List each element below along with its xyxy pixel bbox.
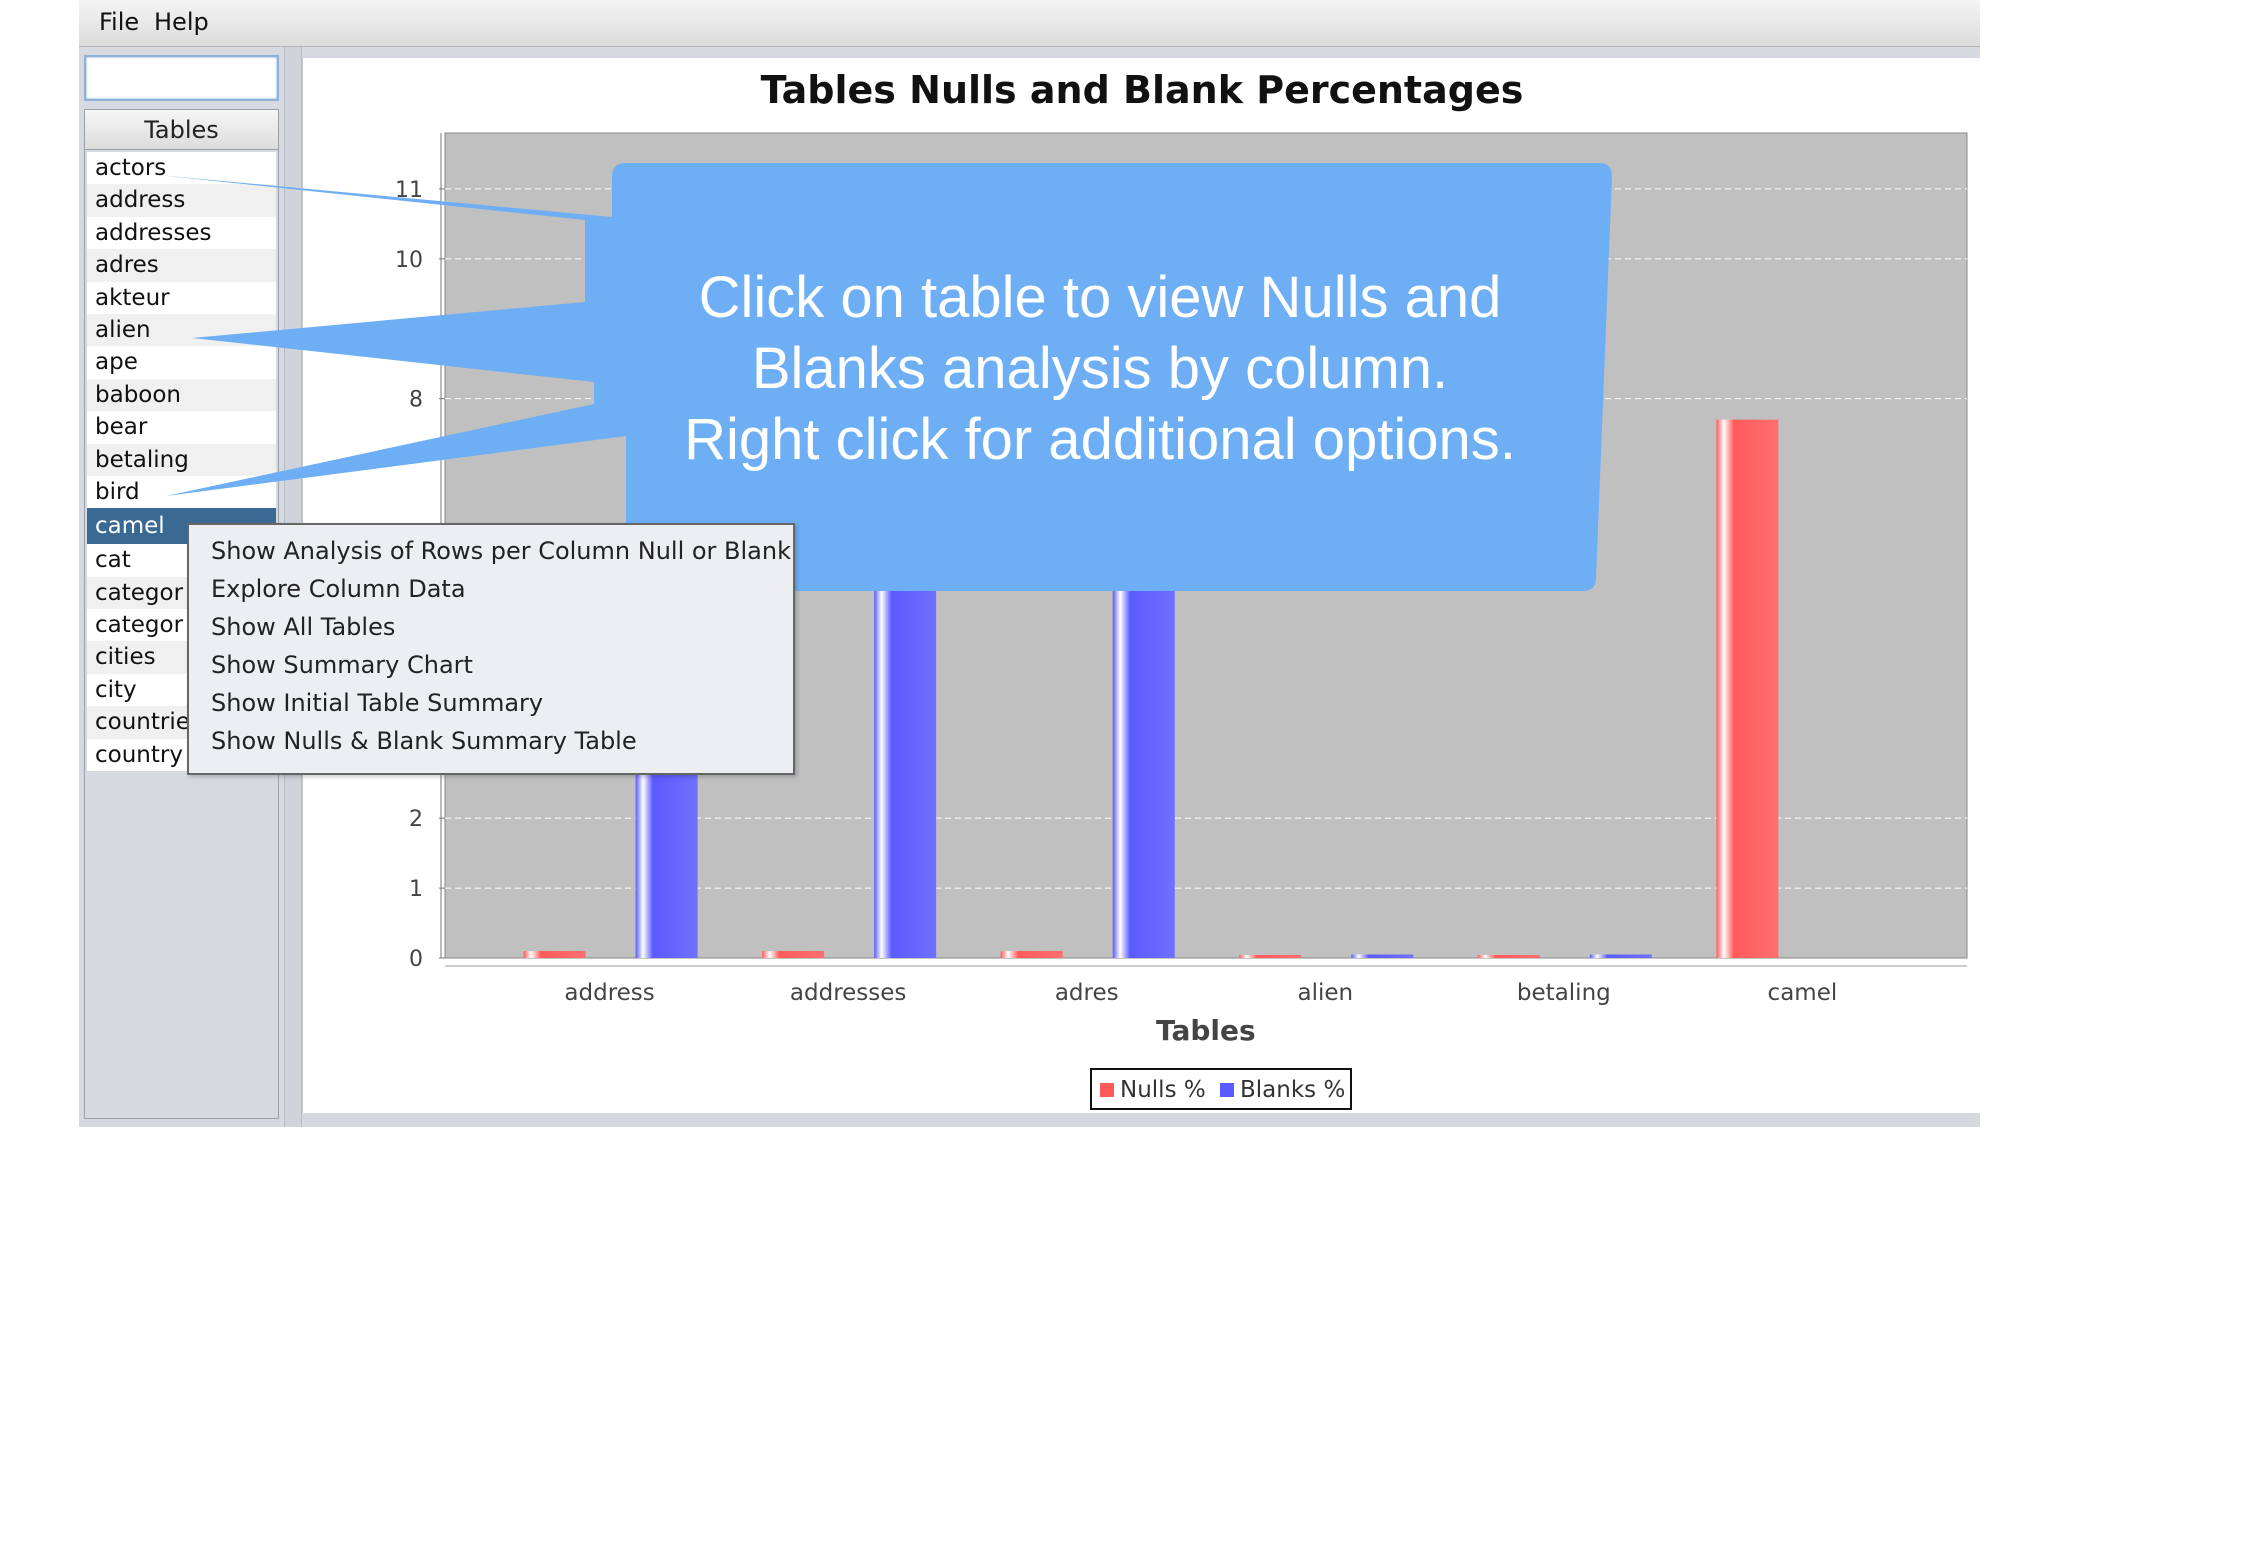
menu-file[interactable]: File xyxy=(99,8,140,36)
chart-legend: Nulls % Blanks % xyxy=(1090,1068,1352,1110)
y-tick-label: 8 xyxy=(409,388,423,413)
context-menu-item[interactable]: Show Initial Table Summary xyxy=(211,689,544,717)
table-list-item[interactable]: actors xyxy=(87,152,276,185)
y-tick-label: 2 xyxy=(409,807,423,832)
table-list-item[interactable]: ape xyxy=(87,346,276,379)
bar-nulls xyxy=(1477,955,1540,958)
callout-text: Click on table to view Nulls and Blanks … xyxy=(620,262,1580,475)
x-axis-label: Tables xyxy=(1156,1014,1256,1047)
bar-nulls xyxy=(1000,951,1063,958)
y-tick-label: 11 xyxy=(395,178,423,203)
context-menu-item[interactable]: Explore Column Data xyxy=(211,575,466,603)
callout-line-1: Click on table to view Nulls and xyxy=(698,265,1502,330)
table-list-item[interactable]: bear xyxy=(87,411,276,444)
bar-blanks xyxy=(1351,954,1414,958)
legend-swatch-blanks xyxy=(1220,1083,1234,1097)
x-tick-label: addresses xyxy=(790,980,907,1006)
table-list-item[interactable]: betaling xyxy=(87,443,276,476)
context-menu: Show Analysis of Rows per Column Null or… xyxy=(187,523,795,775)
table-list-item[interactable]: address xyxy=(87,184,276,217)
table-list-item[interactable]: bird xyxy=(87,475,276,509)
search-input[interactable] xyxy=(84,55,279,101)
callout-line-2: Blanks analysis by column. xyxy=(751,336,1449,401)
context-menu-item[interactable]: Show Analysis of Rows per Column Null or… xyxy=(211,537,791,565)
y-tick-label: 1 xyxy=(409,877,423,902)
bar-nulls xyxy=(523,951,586,958)
chart-title: Tables Nulls and Blank Percentages xyxy=(760,68,1524,112)
context-menu-item[interactable]: Show Nulls & Blank Summary Table xyxy=(211,727,637,755)
table-list-item[interactable]: addresses xyxy=(87,216,276,250)
legend-swatch-nulls xyxy=(1100,1083,1114,1097)
tables-header[interactable]: Tables xyxy=(85,110,278,150)
table-list-item[interactable]: baboon xyxy=(87,378,276,412)
legend-label-blanks: Blanks % xyxy=(1240,1077,1346,1103)
x-tick-label: adres xyxy=(1055,980,1119,1006)
y-tick-label: 0 xyxy=(409,947,423,972)
table-list-item[interactable]: adres xyxy=(87,249,276,282)
x-tick-label: betaling xyxy=(1517,980,1611,1006)
menu-bar: File Help xyxy=(79,0,1980,47)
y-tick-label: 10 xyxy=(395,248,423,273)
x-tick-label: address xyxy=(564,980,654,1006)
bar-nulls xyxy=(1239,955,1302,958)
table-list-item[interactable]: akteur xyxy=(87,281,276,314)
menu-help[interactable]: Help xyxy=(154,8,209,36)
table-list-item[interactable]: alien xyxy=(87,313,276,347)
context-menu-item[interactable]: Show All Tables xyxy=(211,613,396,641)
bar-blanks xyxy=(1589,954,1652,958)
context-menu-item[interactable]: Show Summary Chart xyxy=(211,651,473,679)
callout-line-3: Right click for additional options. xyxy=(684,407,1516,472)
x-tick-label: alien xyxy=(1297,980,1353,1006)
bar-nulls xyxy=(762,951,825,958)
x-tick-label: camel xyxy=(1768,980,1838,1006)
legend-label-nulls: Nulls % xyxy=(1120,1077,1206,1103)
bar-nulls xyxy=(1716,419,1779,958)
